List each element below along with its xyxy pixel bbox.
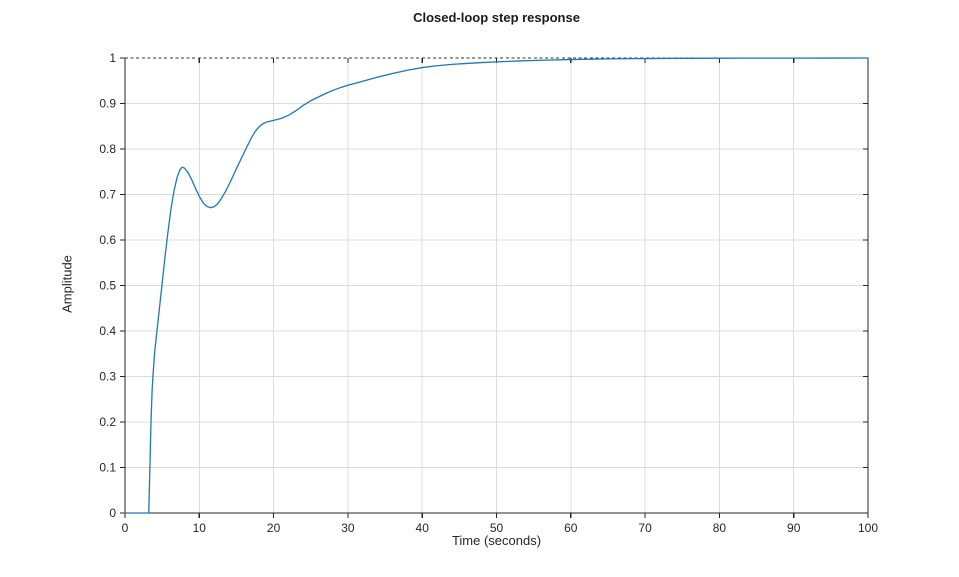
- y-tick-label: 1: [109, 51, 116, 65]
- response-curve: [124, 57, 869, 514]
- x-tick-label: 70: [638, 521, 652, 535]
- y-tick-label: 0.5: [99, 279, 116, 293]
- x-tick-label: 80: [713, 521, 727, 535]
- x-tick-label: 20: [267, 521, 281, 535]
- x-tick-label: 40: [416, 521, 430, 535]
- y-axis-label: Amplitude: [59, 255, 75, 313]
- x-tick-label: 30: [341, 521, 355, 535]
- x-tick-label: 90: [787, 521, 801, 535]
- y-tick-label: 0.8: [99, 142, 116, 156]
- x-tick-label: 50: [490, 521, 504, 535]
- y-tick-label: 0.7: [99, 188, 116, 202]
- y-tick-label: 0.9: [99, 97, 116, 111]
- y-tick-label: 0.1: [99, 461, 116, 475]
- chart-title: Closed-loop step response: [413, 10, 580, 25]
- y-tick-label: 0.4: [99, 324, 116, 338]
- x-axis-label: Time (seconds): [451, 533, 542, 548]
- y-tick-label: 0: [109, 506, 116, 520]
- x-tick-label: 100: [858, 521, 878, 535]
- x-tick-label: 10: [193, 521, 207, 535]
- x-tick-label: 60: [564, 521, 578, 535]
- y-tick-label: 0.6: [99, 233, 116, 247]
- y-tick-label: 0.3: [99, 370, 116, 384]
- y-tick-label: 0.2: [99, 415, 116, 429]
- x-tick-label: 0: [122, 521, 129, 535]
